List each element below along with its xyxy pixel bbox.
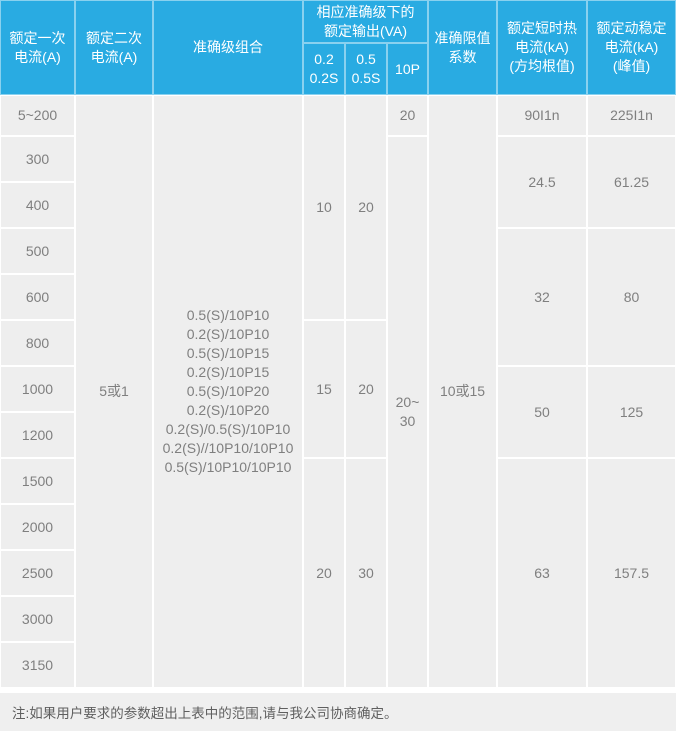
- cell-output-02: 10: [303, 95, 345, 320]
- table-row: 2500: [0, 550, 676, 596]
- table-row: 800 15 20: [0, 320, 676, 458]
- cell-thermal-current: 32: [497, 228, 588, 366]
- cell-dynamic-current: 80: [587, 228, 676, 366]
- cell-primary-current: 3000: [0, 596, 75, 642]
- header-output-class-02: 0.2 0.2S: [303, 43, 345, 95]
- cell-primary-current: 2000: [0, 504, 75, 550]
- header-primary-current: 额定一次 电流(A): [0, 0, 75, 95]
- cell-primary-current: 1500: [0, 458, 75, 504]
- table-row: 400: [0, 182, 676, 228]
- table-row: 3000: [0, 596, 676, 642]
- header-rated-output-group: 相应准确级下的 额定输出(VA): [303, 0, 429, 43]
- cell-limit-factor: 10或15: [428, 95, 498, 688]
- cell-thermal-current: 24.5: [497, 136, 588, 228]
- header-output-class-05: 0.5 0.5S: [345, 43, 387, 95]
- header-short-time-thermal-current: 额定短时热 电流(kA) (方均根值): [497, 0, 588, 95]
- cell-primary-current: 600: [0, 274, 75, 320]
- cell-primary-current: 3150: [0, 642, 75, 688]
- cell-output-05: 20: [345, 320, 387, 458]
- cell-dynamic-current: 61.25: [587, 136, 676, 228]
- cell-primary-current: 1200: [0, 412, 75, 458]
- ct-spec-table: 额定一次 电流(A) 额定二次 电流(A) 准确级组合 相应准确级下的 额定输出…: [0, 0, 676, 688]
- cell-output-05: 20: [345, 95, 387, 320]
- cell-accuracy-combinations: 0.5(S)/10P10 0.2(S)/10P10 0.5(S)/10P15 0…: [153, 95, 303, 688]
- table-row: 1200: [0, 412, 676, 458]
- header-accuracy-limit-factor: 准确限值 系数: [428, 0, 498, 95]
- cell-dynamic-current: 225I1n: [587, 95, 676, 136]
- cell-dynamic-current: 125: [587, 366, 676, 458]
- cell-primary-current: 1000: [0, 366, 75, 412]
- cell-primary-current: 500: [0, 228, 75, 274]
- table-row: 1000 50 125: [0, 366, 676, 458]
- cell-output-05: 30: [345, 458, 387, 688]
- cell-thermal-current: 63: [497, 458, 588, 688]
- header-secondary-current: 额定二次 电流(A): [75, 0, 153, 95]
- cell-primary-current: 300: [0, 136, 75, 182]
- cell-primary-current: 2500: [0, 550, 75, 596]
- cell-output-02: 15: [303, 320, 345, 458]
- table-header: 额定一次 电流(A) 额定二次 电流(A) 准确级组合 相应准确级下的 额定输出…: [0, 0, 676, 95]
- cell-primary-current: 5~200: [0, 95, 75, 136]
- table-row: 2000: [0, 504, 676, 550]
- cell-primary-current: 800: [0, 320, 75, 366]
- table-body: 5~200 5或1 0.5(S)/10P10 0.2(S)/10P10 0.5(…: [0, 95, 676, 688]
- header-output-class-10p: 10P: [387, 43, 429, 95]
- cell-dynamic-current: 157.5: [587, 458, 676, 688]
- cell-output-02: 20: [303, 458, 345, 688]
- cell-output-10p: 20: [387, 95, 429, 136]
- cell-secondary-current: 5或1: [75, 95, 153, 688]
- table-row: 5~200 5或1 0.5(S)/10P10 0.2(S)/10P10 0.5(…: [0, 95, 676, 688]
- header-dynamic-stability-current: 额定动稳定 电流(kA) (峰值): [587, 0, 676, 95]
- table-row: 500 32 80: [0, 228, 676, 366]
- cell-output-10p: 20~ 30: [387, 136, 429, 688]
- footnote-text: 注:如果用户要求的参数超出上表中的范围,请与我公司协商确定。: [12, 706, 398, 721]
- cell-primary-current: 400: [0, 182, 75, 228]
- table-row: 300 20~ 30 24.5 61.25: [0, 136, 676, 688]
- table-row: 3150: [0, 642, 676, 688]
- cell-thermal-current: 50: [497, 366, 588, 458]
- table-row: 600: [0, 274, 676, 320]
- footnote: 注:如果用户要求的参数超出上表中的范围,请与我公司协商确定。: [0, 693, 676, 731]
- header-accuracy-combination: 准确级组合: [153, 0, 303, 95]
- cell-thermal-current: 90I1n: [497, 95, 588, 136]
- table-row: 1500 20 30 63 157.5: [0, 458, 676, 688]
